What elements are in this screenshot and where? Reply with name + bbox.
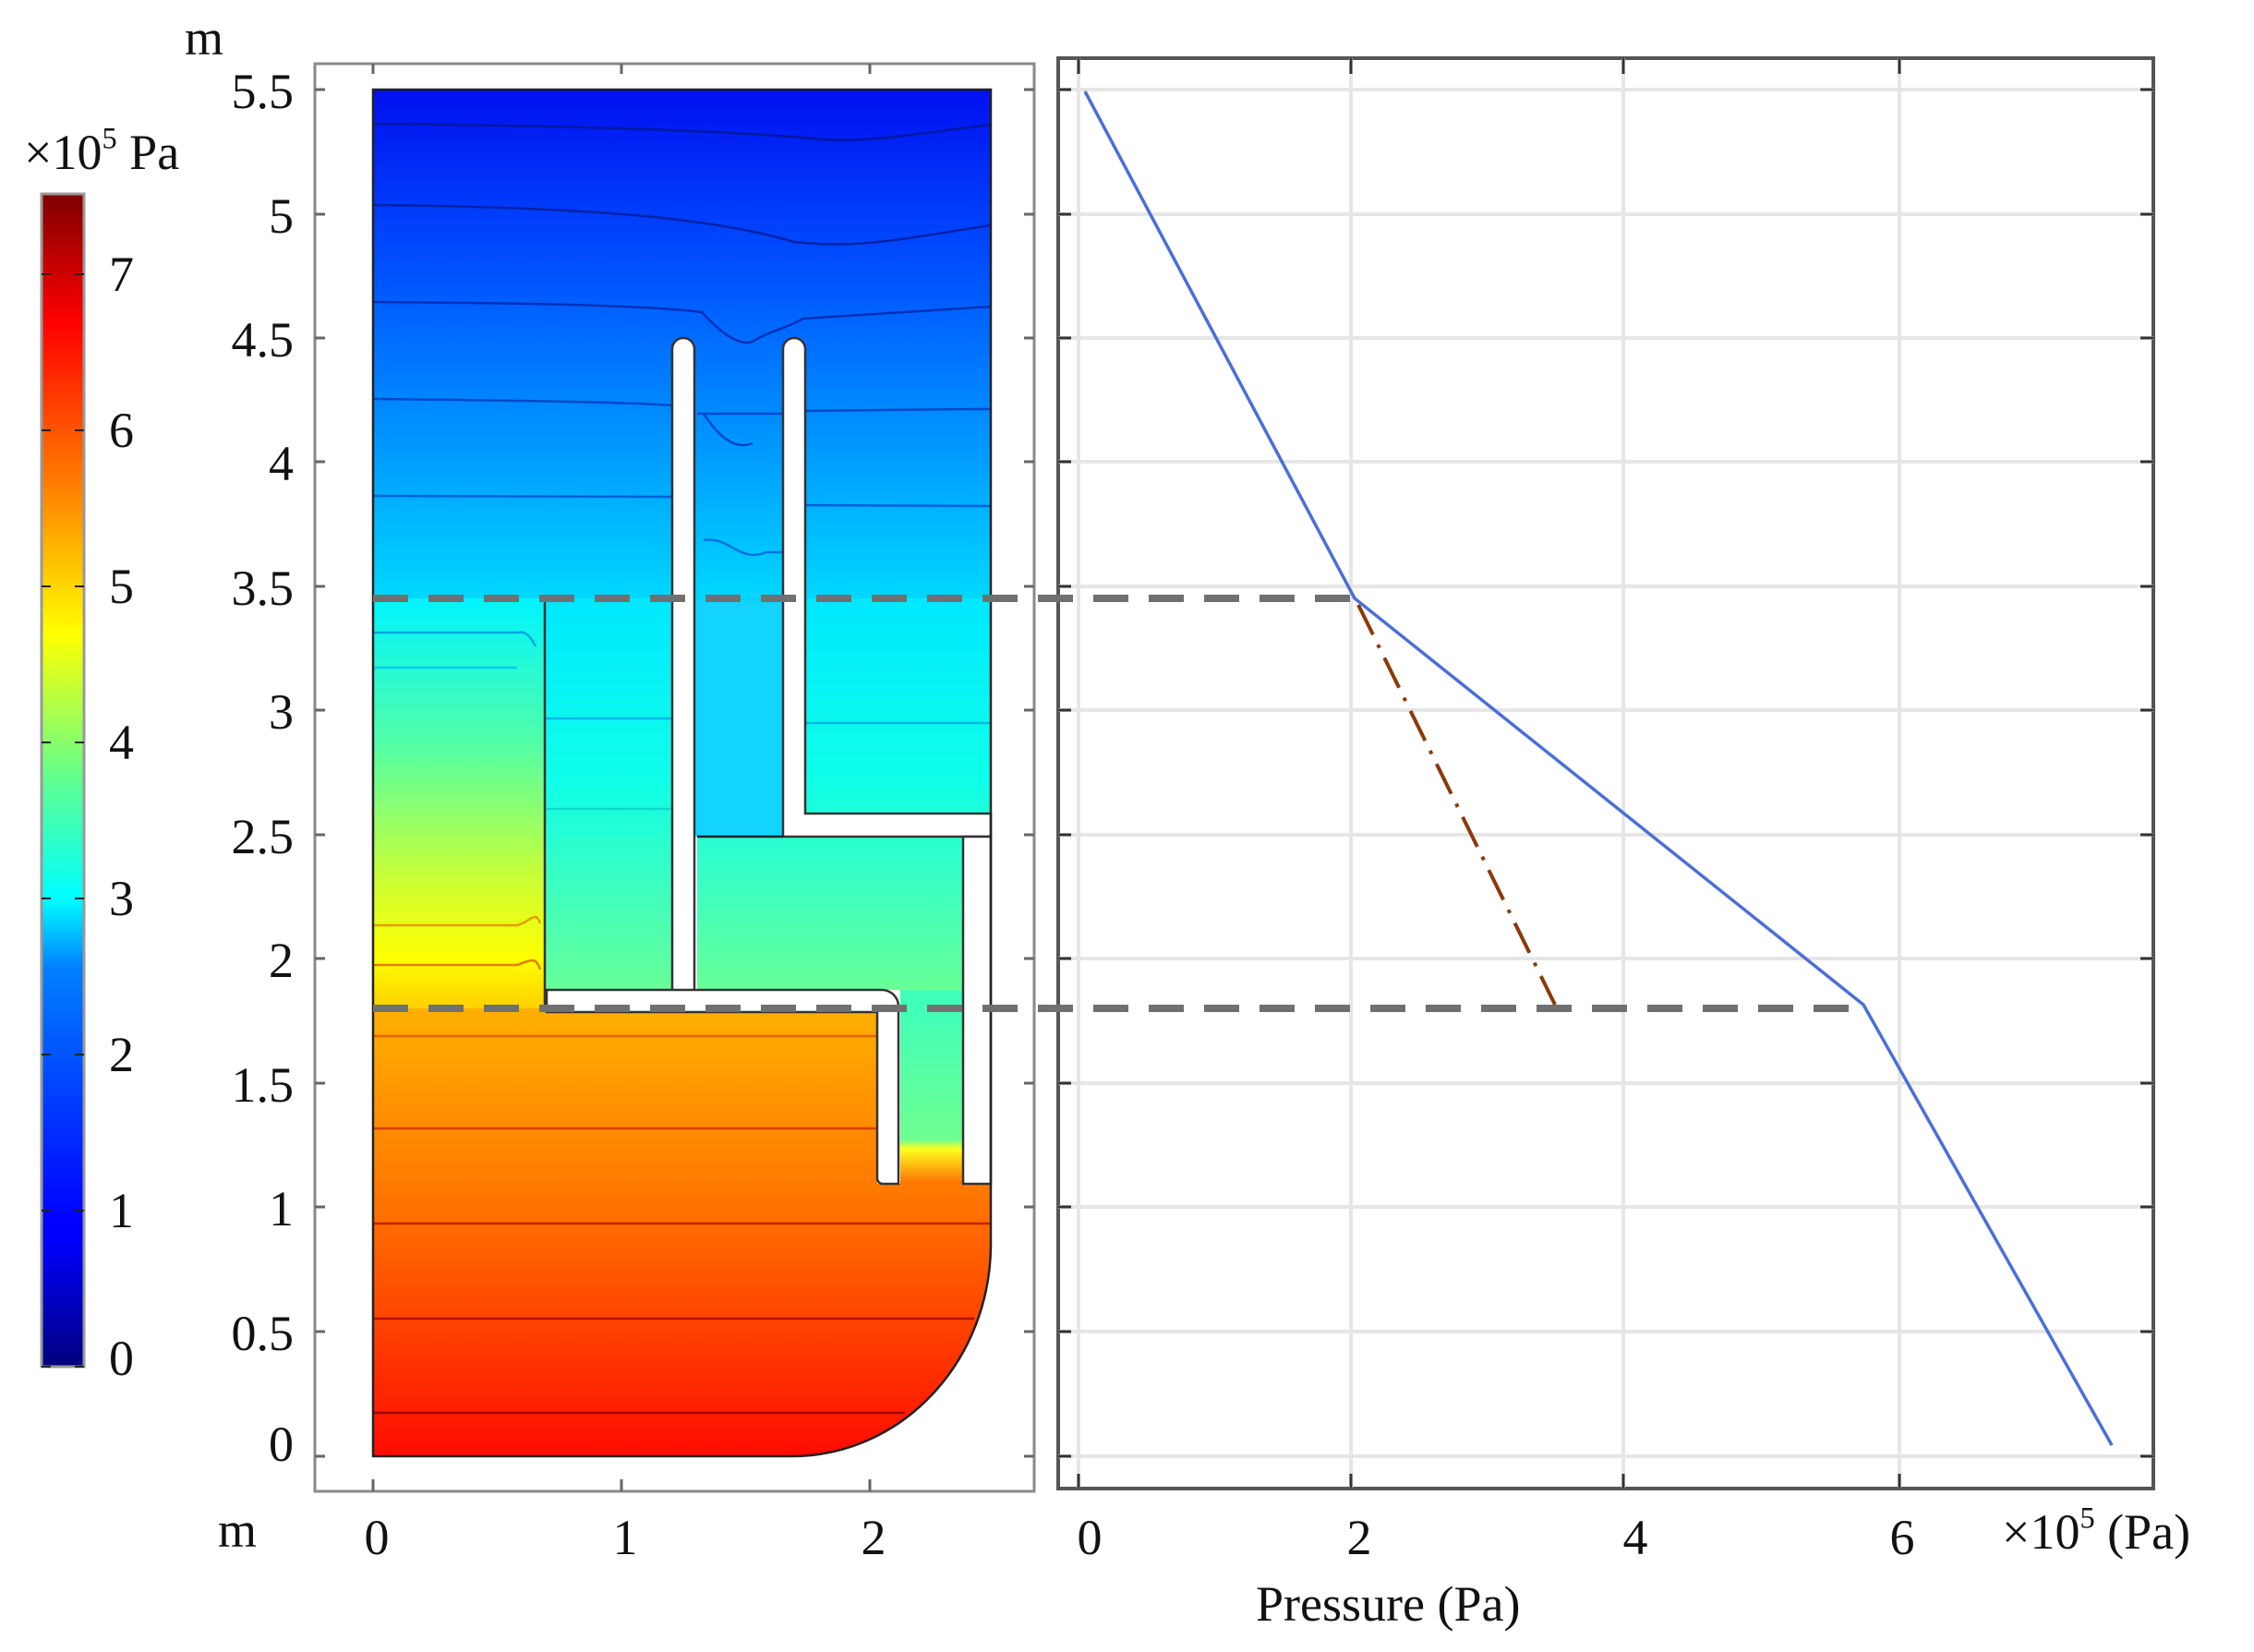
baffle-left — [670, 336, 696, 990]
left-y-tick-2.5: 2.5 — [231, 809, 295, 864]
shelf — [545, 988, 900, 1186]
colorbar-gradient — [40, 192, 86, 1369]
left-x-unit: m — [218, 1502, 258, 1558]
left-y-tick-4.5: 4.5 — [231, 312, 295, 368]
left-x-tick-0: 0 — [364, 1510, 390, 1565]
unit-exponent: 5 — [102, 122, 117, 156]
right-plot-frame — [1056, 56, 2155, 1490]
left-y-unit: m — [185, 10, 224, 66]
left-plot-ticks — [315, 64, 1034, 1491]
right-x-tick-2: 2 — [1346, 1510, 1372, 1565]
unit-suffix: Pa — [116, 125, 180, 180]
right-x-tick-0: 0 — [1077, 1510, 1103, 1565]
left-y-tick-1.5: 1.5 — [231, 1057, 295, 1113]
right-x-axis-title: Pressure (Pa) — [1256, 1576, 1521, 1632]
colorbar-tick-2: 2 — [109, 1027, 134, 1082]
colorbar-tick-5: 5 — [109, 559, 134, 614]
left-x-tick-2: 2 — [861, 1510, 886, 1565]
colorbar-ticks — [42, 273, 84, 1368]
colorbar-unit-label: ×105 Pa — [24, 124, 180, 180]
colorbar-tick-6: 6 — [109, 403, 134, 458]
left-y-tick-5: 5 — [269, 188, 294, 244]
colorbar-tick-4: 4 — [109, 715, 134, 770]
left-x-tick-1: 1 — [612, 1510, 638, 1565]
colorbar-tick-7: 7 — [109, 247, 134, 302]
left-y-tick-3: 3 — [269, 684, 294, 740]
baffle-right — [781, 336, 993, 838]
domain-outline — [371, 88, 993, 1458]
unit-prefix: ×10 — [24, 125, 102, 180]
colorbar-tick-1: 1 — [109, 1183, 134, 1238]
left-y-tick-4: 4 — [269, 436, 294, 491]
right-x-unit: ×105 (Pa) — [2002, 1503, 2191, 1560]
left-y-tick-3.5: 3.5 — [231, 561, 295, 616]
reference-dashed-lines — [373, 595, 1863, 1012]
right-plot-grid — [1058, 58, 2153, 1489]
series-extrapolation-dashdot — [1356, 604, 1557, 1006]
right-x-tick-4: 4 — [1622, 1510, 1648, 1565]
right-x-tick-6: 6 — [1889, 1510, 1915, 1565]
left-y-tick-2: 2 — [269, 933, 294, 988]
series-pressure-profile — [1083, 90, 2114, 1446]
right-plot-ticks — [1058, 58, 2153, 1489]
contour-lines — [372, 122, 992, 1415]
left-y-tick-0.5: 0.5 — [231, 1306, 295, 1361]
x-unit-exponent: 5 — [2079, 1501, 2095, 1536]
colorbar-tick-3: 3 — [109, 871, 134, 926]
x-unit-suffix: (Pa) — [2094, 1504, 2191, 1560]
colorbar-tick-0: 0 — [109, 1331, 134, 1386]
x-unit-prefix: ×10 — [2002, 1504, 2080, 1560]
left-y-tick-1: 1 — [269, 1181, 294, 1236]
left-y-tick-0: 0 — [269, 1417, 294, 1472]
left-y-tick-5.5: 5.5 — [231, 64, 295, 119]
